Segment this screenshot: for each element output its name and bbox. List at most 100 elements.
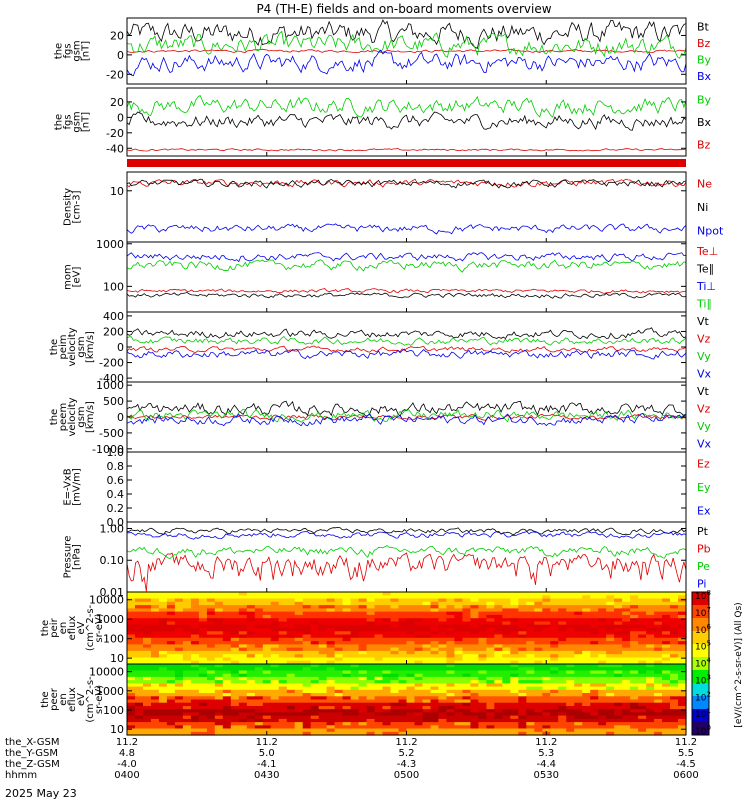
spectrogram-cell <box>374 686 384 691</box>
spectrogram-cell <box>334 728 344 733</box>
spectrogram-cell <box>254 676 264 681</box>
spectrogram-cell <box>143 670 152 675</box>
spectrogram-cell <box>398 699 408 704</box>
y-tick-label: 20 <box>110 96 124 109</box>
spectrogram-cell <box>390 650 400 655</box>
spectrogram-cell <box>206 614 216 619</box>
spectrogram-cell <box>406 605 416 609</box>
spectrogram-cell <box>135 601 144 606</box>
spectrogram-cell <box>398 664 408 668</box>
spectrogram-cell <box>342 634 352 639</box>
spectrogram-cell <box>606 683 615 688</box>
spectrogram-cell <box>678 680 687 684</box>
spectrogram-cell <box>606 686 615 691</box>
spectrogram-cell <box>174 709 184 713</box>
spectrogram-cell <box>630 595 639 600</box>
spectrogram-cell <box>462 608 471 613</box>
spectrogram-cell <box>414 683 424 688</box>
spectrogram-cell <box>390 722 400 726</box>
spectrogram-cell <box>526 718 535 723</box>
spectrogram-cell <box>534 706 543 710</box>
spectrogram-cell <box>143 611 152 616</box>
spectrogram-cell <box>374 634 384 639</box>
spectrogram-cell <box>598 598 607 603</box>
spectrogram-cell <box>214 614 224 619</box>
spectrogram-cell <box>182 676 192 681</box>
spectrogram-cell <box>294 680 304 684</box>
spectrogram-cell <box>510 634 519 639</box>
spectrogram-cell <box>502 657 511 662</box>
spectrogram-cell <box>622 680 631 684</box>
spectrogram-cell <box>166 608 176 613</box>
spectrogram-cell <box>550 644 559 649</box>
spectrogram-cell <box>406 611 416 616</box>
spectrogram-cell <box>486 702 495 707</box>
spectrogram-cell <box>342 712 352 717</box>
spectrogram-cell <box>470 706 479 710</box>
y-axis-label: E=-VxB[mV/m] <box>63 468 83 506</box>
spectrogram-cell <box>166 634 176 639</box>
spectrogram-cell <box>462 660 471 665</box>
spectrogram-cell <box>398 605 408 609</box>
spectrogram-cell <box>254 631 264 636</box>
spectrogram-cell <box>318 670 328 675</box>
spectrogram-cell <box>598 689 607 694</box>
spectrogram-cell <box>502 702 511 707</box>
spectrogram-cell <box>310 650 320 655</box>
spectrogram-cell <box>438 673 447 678</box>
spectrogram-cell <box>206 650 216 655</box>
spectrogram-cell <box>310 660 320 665</box>
spectrogram-cell <box>286 706 296 710</box>
spectrogram-cell <box>174 634 184 639</box>
spectrogram-cell <box>422 641 432 645</box>
spectrogram-cell <box>630 628 639 632</box>
spectrogram-cell <box>662 611 671 616</box>
spectrogram-cell <box>550 712 559 717</box>
spectrogram-cell <box>270 702 280 707</box>
spectrogram-cell <box>590 657 599 662</box>
spectrogram-cell <box>678 683 687 688</box>
spectrogram-cell <box>550 680 559 684</box>
spectrogram-cell <box>646 641 655 645</box>
spectrogram-cell <box>438 592 447 596</box>
spectrogram-cell <box>454 718 463 723</box>
spectrogram-cell <box>550 611 559 616</box>
spectrogram-cell <box>406 699 416 704</box>
date-label: 2025 May 23 <box>5 787 77 800</box>
spectrogram-cell <box>606 654 615 659</box>
spectrogram-cell <box>566 731 575 736</box>
spectrogram-cell <box>151 667 160 671</box>
spectrogram-cell <box>646 673 655 678</box>
spectrogram-cell <box>206 592 216 596</box>
spectrogram-cell <box>310 712 320 717</box>
spectrogram-cell <box>462 718 471 723</box>
spectrogram-cell <box>622 611 631 616</box>
spectrogram-cell <box>446 647 455 652</box>
spectrogram-cell <box>342 664 352 668</box>
spectrogram-cell <box>127 618 136 623</box>
spectrogram-cell <box>262 634 272 639</box>
spectrogram-cell <box>502 676 511 681</box>
spectrogram-cell <box>238 654 248 659</box>
spectrogram-cell <box>382 654 392 659</box>
legend-Vt: Vt <box>697 315 710 328</box>
spectrogram-cell <box>438 595 447 600</box>
spectrogram-cell <box>606 631 615 636</box>
spectrogram-cell <box>678 699 687 704</box>
spectrogram-cell <box>278 676 288 681</box>
spectrogram-cell <box>630 614 639 619</box>
spectrogram-cell <box>135 667 144 671</box>
spectrogram-cell <box>558 715 567 720</box>
spectrogram-cell <box>406 601 416 606</box>
spectrogram-cell <box>334 667 344 671</box>
spectrogram-cell <box>143 628 152 632</box>
spectrogram-cell <box>518 621 527 626</box>
spectrogram-cell <box>262 598 272 603</box>
spectrogram-cell <box>502 605 511 609</box>
spectrogram-cell <box>286 618 296 623</box>
spectrogram-cell <box>622 608 631 613</box>
spectrogram-cell <box>190 706 200 710</box>
spectrogram-cell <box>590 660 599 665</box>
spectrogram-cell <box>326 702 336 707</box>
spectrogram-cell <box>310 686 320 691</box>
